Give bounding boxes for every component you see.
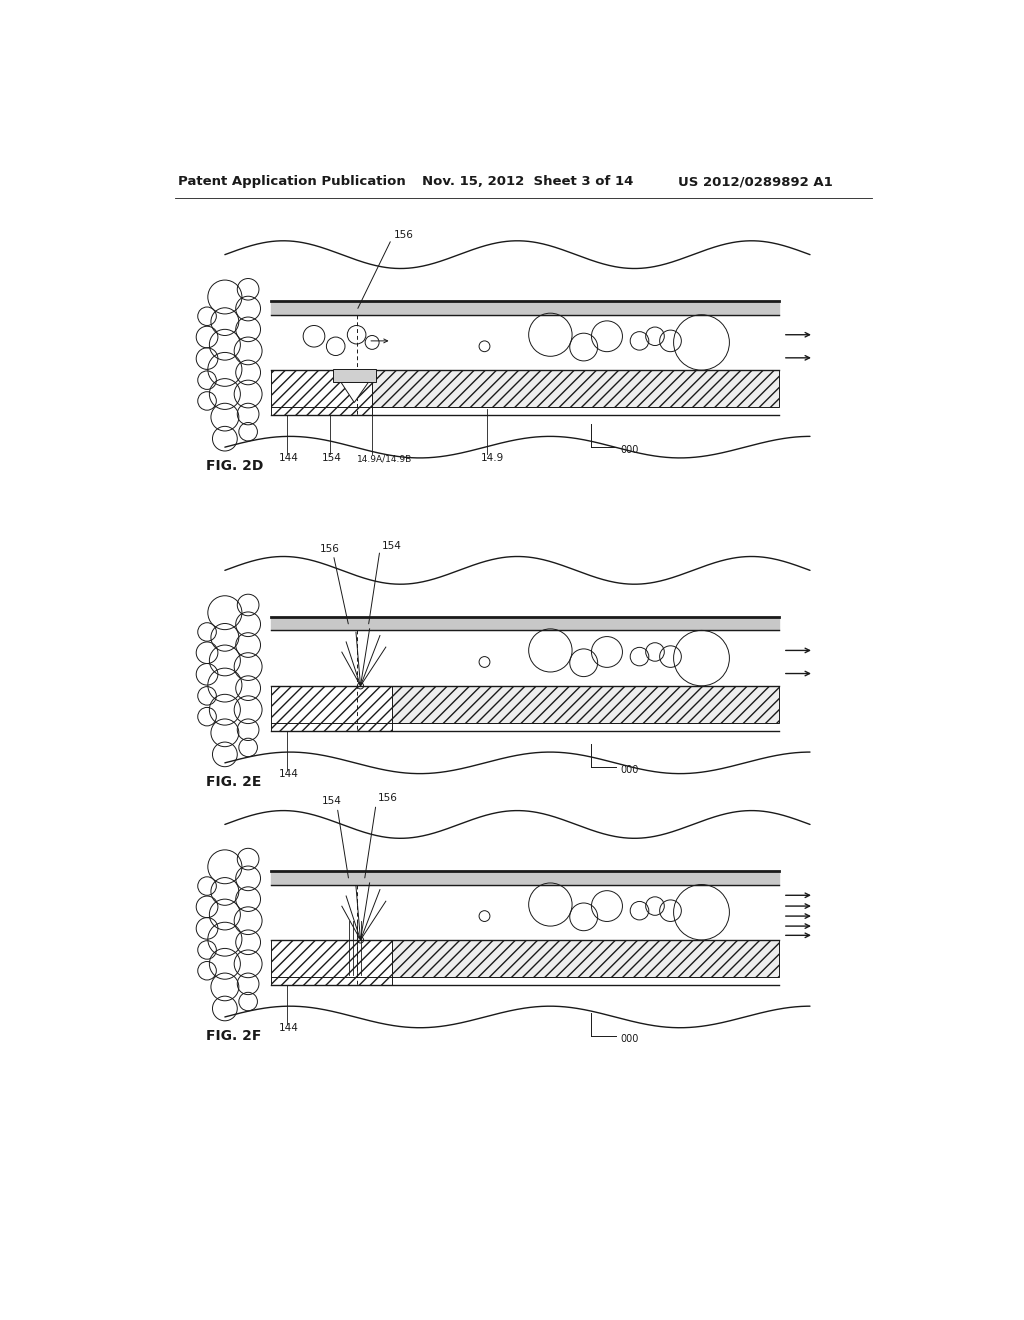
Text: FIG. 2D: FIG. 2D (206, 459, 263, 474)
Text: FIG. 2F: FIG. 2F (206, 1030, 261, 1043)
Bar (391, 686, 779, 723)
Text: 154: 154 (322, 796, 342, 807)
Bar (372, 370, 779, 407)
Text: 154: 154 (322, 453, 342, 463)
Text: 144: 144 (280, 768, 299, 779)
Bar (271, 370, 372, 414)
Text: 156: 156 (378, 793, 397, 804)
Text: 000: 000 (621, 1035, 639, 1044)
Text: 154: 154 (382, 541, 402, 550)
Text: FIG. 2E: FIG. 2E (206, 775, 261, 789)
Text: 156: 156 (319, 544, 339, 554)
Text: Patent Application Publication: Patent Application Publication (178, 176, 407, 187)
Text: 144: 144 (280, 453, 299, 463)
Text: 144: 144 (280, 1023, 299, 1032)
Text: 156: 156 (394, 230, 414, 240)
Bar (271, 686, 391, 730)
Text: 000: 000 (621, 445, 639, 455)
Bar (391, 940, 779, 977)
Text: 000: 000 (621, 764, 639, 775)
Text: Nov. 15, 2012  Sheet 3 of 14: Nov. 15, 2012 Sheet 3 of 14 (423, 176, 634, 187)
Text: 14.9A/14.9B: 14.9A/14.9B (356, 454, 412, 463)
Bar (271, 940, 391, 985)
Bar (334, 368, 376, 383)
Text: 14.9: 14.9 (480, 453, 504, 463)
Text: US 2012/0289892 A1: US 2012/0289892 A1 (678, 176, 833, 187)
Polygon shape (341, 383, 369, 403)
